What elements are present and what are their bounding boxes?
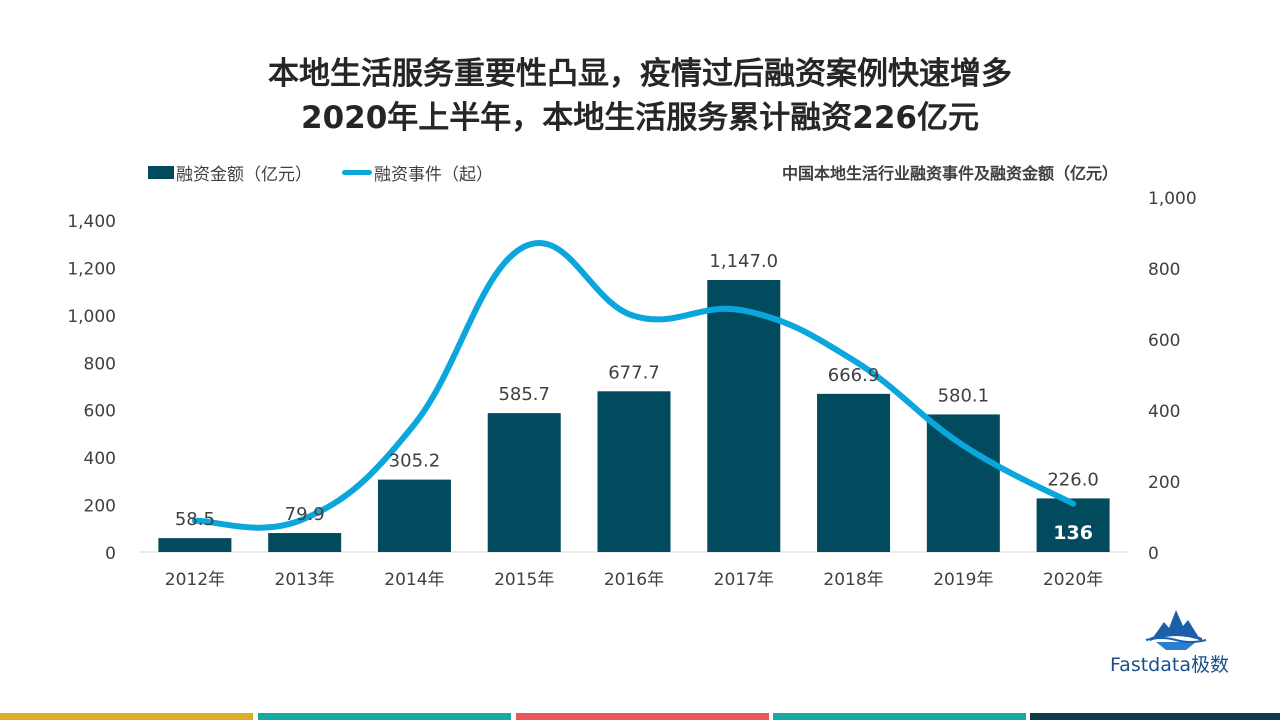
bar: [597, 391, 671, 552]
footer-stripe-4: [773, 713, 1026, 720]
footer-stripe-1: [0, 713, 253, 720]
brand-logo-icon: [1145, 610, 1207, 650]
brand-name: Fastdata极数: [1110, 654, 1229, 676]
bar-data-label: 580.1: [938, 385, 990, 406]
title-line-2: 2020年上半年，本地生活服务累计融资226亿元: [301, 100, 979, 136]
footer-stripe-5: [1030, 713, 1280, 720]
bar: [926, 414, 1000, 552]
bar-data-label: 677.7: [608, 362, 660, 383]
y-right-tick-label: 800: [1148, 260, 1180, 280]
bar: [487, 413, 561, 552]
legend-item-bar: 融资金额（亿元）: [148, 160, 312, 185]
y-right-tick-label: 200: [1148, 473, 1180, 493]
bar-data-label: 226.0: [1047, 469, 1099, 490]
combo-chart: 0 200 400 600 800 1,000 1,200 1,400 0 200 400 600 80…: [67, 189, 1197, 590]
y-right-tick-label: 600: [1148, 331, 1180, 351]
chart-subtitle: 中国本地生活行业融资事件及融资金额（亿元）: [781, 164, 1118, 183]
x-tick-label: 2014年: [384, 570, 444, 590]
footer-stripe-2: [258, 713, 511, 720]
legend-line-label: 融资事件（起）: [374, 164, 493, 185]
y-left-tick-label: 0: [105, 544, 116, 564]
y-left-tick-label: 400: [84, 449, 116, 469]
y-left-tick-label: 1,400: [67, 212, 116, 232]
bar: [268, 533, 342, 552]
x-tick-label: 2020年: [1043, 570, 1103, 590]
bar: [1036, 498, 1110, 552]
title-line-1: 本地生活服务重要性凸显，疫情过后融资案例快速增多: [268, 56, 1012, 92]
x-tick-label: 2018年: [823, 570, 883, 590]
legend-bar-swatch: [148, 165, 174, 179]
y-right-tick-label: 400: [1148, 402, 1180, 422]
footer-stripe-3: [516, 713, 769, 720]
x-tick-label: 2016年: [604, 570, 664, 590]
line-point-label: 136: [1053, 522, 1093, 544]
y-left-tick-label: 1,200: [67, 259, 116, 279]
x-tick-label: 2019年: [933, 570, 993, 590]
chart-title: 本地生活服务重要性凸显，疫情过后融资案例快速增多 2020年上半年，本地生活服务…: [0, 52, 1280, 140]
legend-bar-label: 融资金额（亿元）: [176, 164, 312, 185]
y-left-tick-label: 200: [84, 497, 116, 517]
y-left-tick-label: 1,000: [67, 307, 116, 327]
x-tick-label: 2012年: [165, 570, 225, 590]
bar-data-label: 58.5: [175, 509, 215, 530]
bar: [707, 279, 781, 552]
bar-data-label: 79.9: [285, 504, 325, 525]
y-right-tick-label: 1,000: [1148, 189, 1197, 209]
x-tick-label: 2015年: [494, 570, 554, 590]
y-right-tick-label: 0: [1148, 544, 1159, 564]
bar: [817, 393, 891, 552]
bar-data-label: 585.7: [498, 384, 550, 405]
line-series: [191, 240, 1077, 531]
bar-data-label: 666.9: [828, 365, 880, 386]
legend-item-line: 融资事件（起）: [342, 160, 493, 185]
y-left-tick-label: 800: [84, 354, 116, 374]
x-tick-label: 2017年: [714, 570, 774, 590]
y-left-tick-label: 600: [84, 402, 116, 422]
bar: [377, 479, 451, 552]
legend-line-swatch: [342, 169, 372, 175]
x-tick-label: 2013年: [275, 570, 335, 590]
bar: [158, 538, 232, 552]
bar-data-label: 1,147.0: [709, 251, 778, 272]
legend: 融资金额（亿元） 融资事件（起）: [148, 158, 523, 186]
bar-data-label: 305.2: [389, 451, 441, 472]
